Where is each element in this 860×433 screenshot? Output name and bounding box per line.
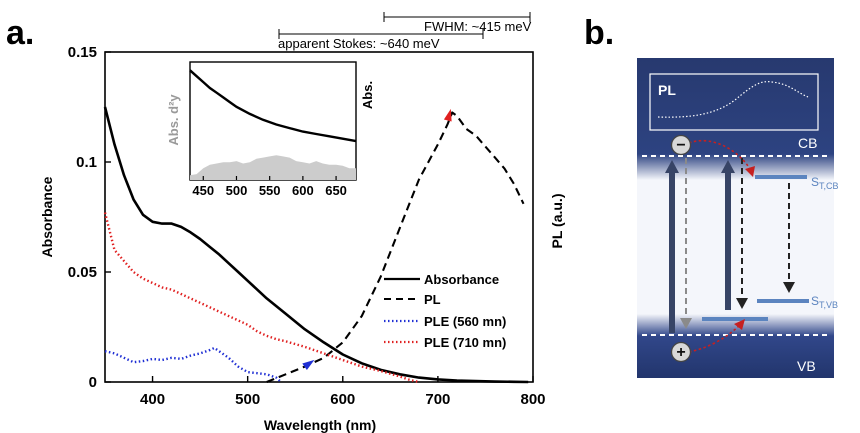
inset-x-tick-label: 650 [325,183,347,198]
main-chart: 400 500 600 700 800 0 0.05 0.1 0.15 Wavelength (… [39,44,565,433]
hole-trap-arrow-head [734,319,745,330]
x-axis-title: Wavelength (nm) [264,417,376,433]
excitation-marker-shape-0 [302,359,315,371]
inset-right-axis-title: Abs. [360,81,375,109]
x-tick-label: 500 [235,391,260,408]
surface-state-cb-label: ST,CB [811,175,839,191]
inset-x-tick-label: 600 [292,183,314,198]
electron-trap-arrow [688,139,753,173]
legend: Absorbance PL PLE (560 mn) PLE (710 mn) [384,272,506,350]
y-tick-label: 0.1 [76,154,97,171]
vb-label: VB [797,358,816,374]
y-tick-label: 0.15 [68,44,97,61]
x-tick-label: 700 [425,391,450,408]
inset-x-tick-label: 500 [226,183,248,198]
electron-symbol: − [676,137,685,154]
x-tick-label: 600 [330,391,355,408]
inset-absorbance-line [189,69,357,143]
y-tick-label: 0 [89,374,97,391]
y-tick-label: 0.05 [68,264,97,281]
inset-second-derivative-area [190,155,356,180]
emission-arrow-scb-to-svb-head [783,282,795,293]
absorption-arrow-long-head [665,160,679,173]
excitation-marker-1 [443,108,452,122]
fwhm-bracket [383,12,531,22]
inset-x-tick-label: 450 [192,183,214,198]
inset-series-group [189,69,357,180]
pl-box-label: PL [658,82,676,98]
x-tick-label: 800 [520,391,545,408]
main-axis-ticks: 400 500 600 700 800 0 0.05 0.1 0.15 [68,44,546,408]
legend-label-pl: PL [424,292,441,307]
panel-a-label: a. [6,14,34,52]
absorption-arrow-short-head [721,160,735,173]
emission-arrow-gray-head [680,318,692,329]
hole-symbol: + [676,344,685,361]
series-line-3 [103,212,420,384]
panel-b-label: b. [584,14,614,52]
y-axis-title: Absorbance [39,176,55,257]
excitation-marker-0 [302,359,315,371]
inset-left-axis-title: Abs. d²y [166,94,181,146]
legend-label-ple-560: PLE (560 mn) [424,314,506,329]
cb-label: CB [798,135,817,151]
legend-label-ple-710: PLE (710 mn) [424,335,506,350]
electron-trap-arrow-head [745,166,755,177]
emission-arrow-cb-to-svb-head [736,298,748,309]
legend-label-absorbance: Absorbance [424,272,499,287]
pl-spectrum-box [649,73,819,131]
surface-state-vb-label: ST,VB [811,294,838,310]
stokes-annotation: apparent Stokes: ~640 meV [278,36,440,51]
series-line-2 [104,346,282,383]
hole-icon [670,341,692,363]
x-tick-label: 400 [140,391,165,408]
y2-axis-title: PL (a.u.) [549,194,565,249]
excitation-marker-shape-1 [443,108,452,122]
inset-x-tick-label: 550 [259,183,281,198]
fwhm-annotation: FWHM: ~415 meV [424,19,532,34]
stokes-bracket [278,29,484,39]
energy-diagram: PL CB VB ST,CB ST,VB − + [637,58,839,378]
valence-band [637,336,834,378]
series-line-1 [266,111,525,383]
inset-axis-ticks: 450 500 550 600 650 [192,176,347,198]
inset-chart: 450 500 550 600 650 Abs. d²y Abs. [166,61,375,198]
electron-icon [670,134,692,156]
